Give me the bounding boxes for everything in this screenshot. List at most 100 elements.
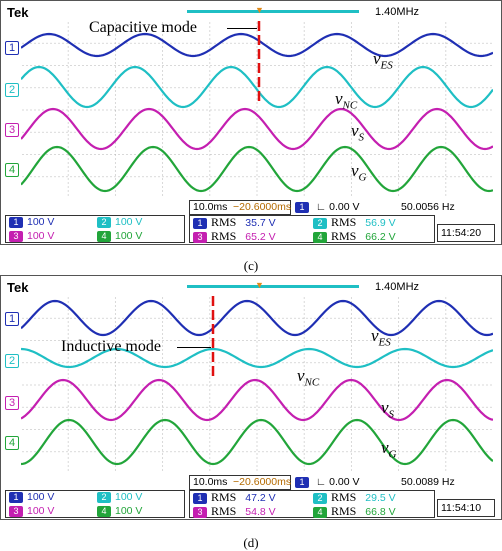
grid-dot xyxy=(67,66,69,68)
grid-dot xyxy=(486,340,488,341)
grid-dot xyxy=(78,42,80,44)
grid-dot xyxy=(82,340,84,341)
grid-dot xyxy=(58,429,60,430)
grid-dot xyxy=(162,409,164,411)
grid-dot xyxy=(303,301,305,303)
grid-dot xyxy=(382,384,384,386)
grid-dot xyxy=(78,65,80,66)
grid-dot xyxy=(270,176,272,178)
ch1-trace xyxy=(21,32,493,58)
grid-dot xyxy=(350,62,352,64)
grid-dot xyxy=(422,65,424,66)
grid-dot xyxy=(256,86,258,88)
grid-dot xyxy=(302,451,304,453)
grid-dot xyxy=(398,142,400,144)
grid-dot xyxy=(146,65,148,66)
grid-dot xyxy=(114,369,116,371)
grid-dot xyxy=(256,469,258,471)
grid-dot xyxy=(478,406,480,408)
grid-dot xyxy=(209,62,211,64)
grid-dot xyxy=(94,429,96,430)
grid-dot xyxy=(338,42,340,44)
grid-dot xyxy=(256,461,258,463)
grid-dot xyxy=(474,131,476,133)
ch1-trace xyxy=(21,299,493,337)
grid-dot xyxy=(98,406,100,408)
grid-dot xyxy=(350,182,352,184)
grid-dot xyxy=(398,94,400,96)
grid-dot xyxy=(194,362,196,364)
grid-dot xyxy=(226,42,228,44)
grid-dot xyxy=(350,102,352,104)
grid-dot xyxy=(82,384,84,386)
grid-dot xyxy=(286,154,288,155)
grid-dot xyxy=(306,429,308,430)
grid-dot xyxy=(490,87,492,89)
grid-dot xyxy=(470,406,472,408)
grid-dot xyxy=(218,451,220,453)
grid-dot xyxy=(286,87,288,89)
grid-dot xyxy=(67,74,69,76)
grid-dot xyxy=(398,109,400,111)
grid-dot xyxy=(282,131,284,133)
grid-dot xyxy=(67,417,69,419)
grid-dot xyxy=(486,362,488,364)
grid-dot xyxy=(138,429,140,430)
grid-dot xyxy=(67,309,69,311)
grid-dot xyxy=(246,154,248,155)
grid-dot xyxy=(209,70,211,72)
grid-dot xyxy=(290,406,292,408)
grid-dot xyxy=(398,305,400,307)
grid-dot xyxy=(402,451,404,453)
grid-dot xyxy=(326,340,328,341)
grid-dot xyxy=(350,377,352,379)
grid-dot xyxy=(254,406,256,408)
grid-dot xyxy=(138,42,140,44)
grid-dot xyxy=(358,131,360,133)
grid-dot xyxy=(486,406,488,408)
grid-dot xyxy=(74,340,76,341)
grid-dot xyxy=(114,445,116,447)
grid-dot xyxy=(374,109,376,111)
grid-dot xyxy=(42,87,44,89)
grid-dot xyxy=(314,65,316,66)
grid-dot xyxy=(303,178,305,180)
grid-dot xyxy=(256,449,258,451)
grid-dot xyxy=(67,361,69,363)
grid-dot xyxy=(26,362,28,364)
grid-dot xyxy=(466,109,468,111)
grid-dot xyxy=(294,176,296,178)
grid-dot xyxy=(290,317,292,319)
grid-dot xyxy=(486,109,488,111)
grid-dot xyxy=(209,369,211,371)
grid-dot xyxy=(238,87,240,89)
grid-dot xyxy=(66,65,68,66)
grid-dot xyxy=(67,301,69,303)
grid-dot xyxy=(445,461,447,463)
grid-dot xyxy=(442,406,444,408)
grid-dot xyxy=(114,58,116,60)
grid-dot xyxy=(303,445,305,447)
grid-dot xyxy=(126,384,128,386)
grid-dot xyxy=(446,131,448,133)
grid-dot xyxy=(382,406,384,408)
grid-dot xyxy=(162,178,164,180)
grid-dot xyxy=(390,317,392,319)
grid-dot xyxy=(86,340,88,341)
grid-dot xyxy=(158,362,160,364)
grid-dot xyxy=(266,451,268,453)
grid-dot xyxy=(362,317,364,319)
grid-dot xyxy=(366,384,368,386)
grid-dot xyxy=(256,142,258,144)
grid-dot xyxy=(398,384,400,386)
grid-dot xyxy=(256,397,258,399)
grid-dot xyxy=(303,90,305,92)
grid-dot xyxy=(90,384,92,386)
grid-dot xyxy=(398,385,400,387)
grid-dot xyxy=(298,87,300,89)
grid-dot xyxy=(334,340,336,341)
grid-dot xyxy=(162,162,164,164)
grid-dot xyxy=(370,317,372,319)
grid-dot xyxy=(134,131,136,133)
grid-dot xyxy=(62,451,64,453)
